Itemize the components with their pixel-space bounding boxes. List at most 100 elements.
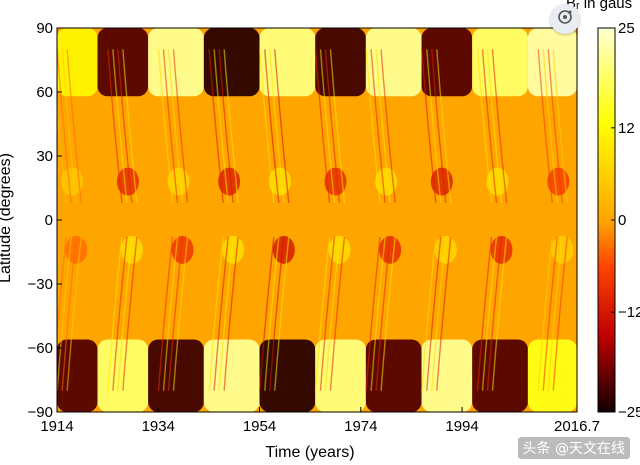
south-polar-cell-6 — [365, 339, 422, 412]
streak-south-0-3 — [66, 236, 82, 391]
streak-north-9-0 — [537, 49, 553, 204]
streak-south-2-3 — [172, 236, 189, 391]
streak-south-3-0 — [208, 236, 224, 391]
south-polar-cell-7 — [421, 339, 473, 412]
colorbar-ticks: 25 12 0 −12 −25 — [611, 20, 640, 421]
streak-south-7-1 — [426, 236, 442, 391]
streak-north-0-2 — [61, 49, 77, 204]
streak-south-2-1 — [162, 236, 179, 391]
y-tick-label-5: −60 — [28, 340, 53, 357]
streak-south-5-3 — [329, 236, 346, 391]
streak-north-9-2 — [547, 49, 563, 204]
north-polar-cell-2 — [148, 28, 204, 97]
north-polar-cell-3 — [203, 28, 260, 97]
streak-south-6-0 — [365, 236, 381, 391]
streak-north-2-1 — [162, 49, 179, 204]
streak-north-4-2 — [269, 49, 285, 204]
streak-north-3-3 — [223, 49, 239, 204]
streak-south-1-1 — [112, 236, 128, 391]
streak-north-0-1 — [57, 49, 72, 204]
colorbar-tick-label-4: −25 — [618, 404, 640, 421]
streak-north-6-2 — [375, 49, 391, 204]
streak-south-9-3 — [552, 236, 568, 391]
streak-north-9-3 — [552, 49, 568, 204]
streak-south-0-1 — [57, 236, 72, 391]
streak-north-5-0 — [314, 49, 331, 204]
streak-south-9-1 — [542, 236, 558, 391]
streak-south-1-3 — [122, 236, 138, 391]
streak-south-1-2 — [117, 236, 133, 391]
y-tick-label-0: 90 — [36, 20, 53, 37]
streak-south-7-3 — [436, 236, 452, 391]
x-axis: 1914 1934 1954 1974 1994 2016.7 — [40, 407, 600, 435]
streak-south-0-2 — [61, 236, 77, 391]
y-axis-title: Latitude (degrees) — [0, 153, 14, 283]
x-tick-label-2: 1954 — [243, 418, 276, 435]
streak-south-8-3 — [491, 236, 508, 391]
y-tick-label-6: −90 — [28, 404, 53, 421]
x-tick-label-4: 1994 — [445, 418, 478, 435]
streak-south-6-2 — [375, 236, 391, 391]
streak-north-5-1 — [319, 49, 336, 204]
streak-south-3-2 — [218, 236, 234, 391]
streak-north-5-2 — [324, 49, 341, 204]
streak-north-4-3 — [274, 49, 290, 204]
north-polar-cell-4 — [259, 28, 316, 97]
x-tick-label-1: 1934 — [142, 418, 175, 435]
north-polar-cell-8 — [472, 28, 528, 97]
streak-south-4-0 — [259, 236, 275, 391]
streak-south-8-2 — [486, 236, 503, 391]
south-polar-cell-3 — [203, 339, 260, 412]
y-axis: 90 60 30 0 −30 −60 −90 — [28, 20, 62, 421]
streak-north-7-0 — [421, 49, 437, 204]
streak-north-7-1 — [426, 49, 442, 204]
lens-icon — [556, 8, 574, 31]
streak-north-3-2 — [218, 49, 234, 204]
streak-north-7-2 — [431, 49, 447, 204]
streak-south-4-3 — [274, 236, 290, 391]
streak-north-0-0 — [57, 100, 67, 204]
colorbar-tick-label-0: 25 — [618, 20, 635, 37]
streak-south-7-0 — [421, 236, 437, 391]
north-polar-cell-6 — [365, 28, 422, 97]
colorbar: Bᵣ in gaus 25 12 0 −12 −25 — [566, 0, 640, 421]
streak-north-1-3 — [122, 49, 138, 204]
x-axis-title: Time (years) — [265, 444, 354, 461]
y-tick-label-3: 0 — [45, 212, 53, 229]
colorbar-tick-label-1: 12 — [618, 120, 635, 137]
streak-south-5-0 — [314, 236, 331, 391]
colorbar-tick-label-2: 0 — [618, 212, 626, 229]
streak-north-2-0 — [157, 49, 174, 204]
streak-north-1-0 — [107, 49, 123, 204]
streak-south-2-2 — [167, 236, 184, 391]
streak-north-1-1 — [112, 49, 128, 204]
plot-area — [57, 28, 577, 412]
watermark: 头条 @天文在线 — [517, 437, 630, 459]
north-polar-cell-0 — [57, 28, 98, 97]
north-polar-cell-9 — [527, 28, 577, 97]
y-tick-label-1: 60 — [36, 84, 53, 101]
streak-north-7-3 — [436, 49, 452, 204]
streak-north-8-1 — [481, 49, 498, 204]
streak-north-4-0 — [259, 49, 275, 204]
streak-south-9-0 — [537, 236, 553, 391]
streak-south-4-1 — [264, 236, 280, 391]
north-polar-cell-1 — [97, 28, 149, 97]
polar-field-layer — [57, 28, 577, 412]
streak-south-2-0 — [157, 236, 174, 391]
streak-south-1-0 — [107, 236, 123, 391]
streak-north-8-3 — [491, 49, 508, 204]
streak-south-8-0 — [476, 236, 493, 391]
streak-north-6-0 — [365, 49, 381, 204]
streak-south-3-1 — [213, 236, 229, 391]
streak-north-8-0 — [476, 49, 493, 204]
lens-button[interactable] — [550, 4, 580, 34]
streak-south-6-1 — [370, 236, 386, 391]
streak-north-8-2 — [486, 49, 503, 204]
streak-north-6-3 — [380, 49, 396, 204]
streak-south-6-3 — [380, 236, 396, 391]
x-tick-label-5: 2016.7 — [554, 418, 600, 435]
streak-south-3-3 — [223, 236, 239, 391]
